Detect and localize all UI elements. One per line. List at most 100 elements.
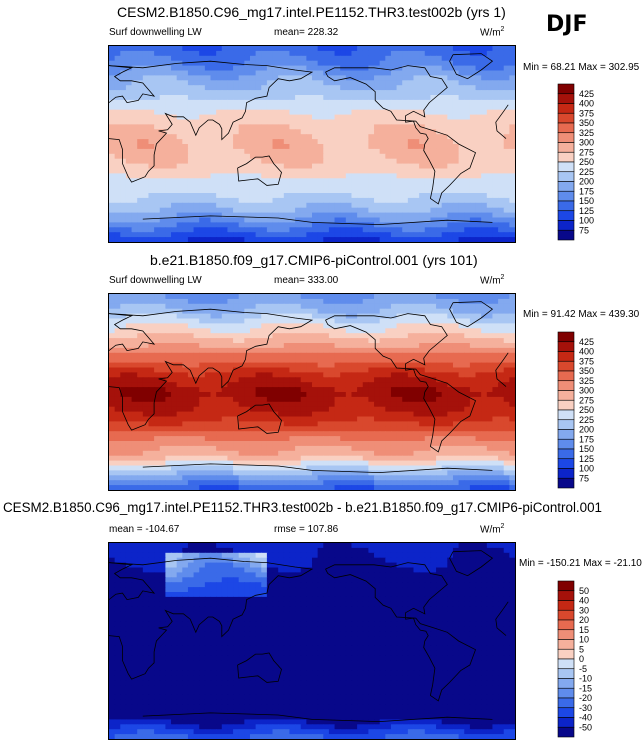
map-cell	[306, 387, 313, 393]
map-cell	[300, 183, 307, 189]
map-cell	[469, 222, 477, 228]
map-cell	[458, 387, 465, 393]
map-cell	[295, 237, 302, 242]
map-cell	[216, 202, 223, 209]
map-cell	[317, 217, 324, 223]
map-cell	[306, 308, 313, 315]
map-cell	[379, 333, 386, 339]
map-cell	[137, 222, 144, 228]
map-cell	[441, 119, 448, 125]
map-cell	[458, 90, 465, 96]
map-cell	[295, 129, 302, 135]
map-cell	[498, 426, 505, 432]
map-cell	[187, 372, 195, 378]
map-cell	[374, 406, 381, 413]
map-cell	[137, 372, 144, 378]
map-cell	[452, 367, 460, 373]
map-cell	[283, 99, 291, 106]
map-cell	[221, 114, 229, 121]
map-cell	[199, 144, 206, 150]
map-cell	[345, 352, 353, 359]
colorbar-box	[557, 132, 575, 143]
map-cell	[351, 313, 358, 320]
map-cell	[458, 70, 465, 76]
map-cell	[328, 232, 336, 238]
map-cell	[233, 55, 240, 62]
map-cell	[481, 109, 488, 116]
map-cell	[323, 139, 330, 145]
map-cell	[210, 75, 217, 81]
map-cell	[249, 50, 257, 57]
map-cell	[227, 294, 234, 300]
map-cell	[464, 323, 471, 329]
map-cell	[278, 168, 285, 174]
map-cell	[452, 104, 460, 111]
map-cell	[509, 294, 515, 300]
map-cell	[379, 406, 386, 413]
map-cell	[407, 416, 415, 422]
map-cell	[295, 421, 302, 427]
map-cell	[475, 65, 482, 72]
map-cell	[154, 188, 161, 194]
map-cell	[154, 318, 161, 324]
map-cell	[379, 80, 386, 86]
map-cell	[159, 65, 166, 72]
map-cell	[159, 217, 166, 223]
map-cell	[351, 153, 358, 160]
map-cell	[244, 168, 251, 174]
map-cell	[193, 352, 200, 359]
map-cell	[289, 193, 296, 199]
map-cell	[261, 347, 268, 354]
map-cell	[374, 202, 381, 209]
map-cell	[357, 193, 364, 199]
map-cell	[159, 343, 166, 349]
map-cell	[486, 65, 494, 72]
map-cell	[148, 139, 155, 145]
map-cell	[210, 90, 217, 96]
map-cell	[255, 75, 262, 81]
map-cell	[159, 338, 166, 344]
map-cell	[238, 377, 245, 383]
map-cell	[176, 173, 183, 179]
map-cell	[368, 80, 375, 86]
map-cell	[131, 237, 138, 242]
map-cell	[374, 421, 381, 427]
map-cell	[227, 168, 234, 174]
map-cell	[289, 75, 296, 81]
map-cell	[109, 163, 116, 170]
map-cell	[283, 352, 291, 359]
map-cell	[125, 294, 133, 300]
map-cell	[120, 139, 127, 145]
map-cell	[261, 114, 268, 121]
map-cell	[261, 232, 268, 238]
map-cell	[261, 367, 268, 373]
map-cell	[436, 178, 443, 184]
map-cell	[374, 352, 381, 359]
map-cell	[295, 46, 302, 52]
map-cell	[165, 396, 172, 403]
map-cell	[379, 50, 386, 57]
map-cell	[255, 333, 262, 339]
map-cell	[447, 382, 454, 388]
map-cell	[441, 377, 448, 383]
map-cell	[159, 148, 166, 155]
map-cell	[374, 207, 381, 214]
map-cell	[317, 168, 324, 174]
map-cell	[176, 387, 183, 393]
map-cell	[351, 343, 358, 349]
map-cell	[441, 426, 448, 432]
map-cell	[278, 222, 285, 228]
map-cell	[328, 372, 336, 378]
map-cell	[120, 188, 127, 194]
map-cell	[498, 362, 505, 369]
map-cell	[171, 352, 178, 359]
map-cell	[187, 163, 195, 170]
map-cell	[357, 416, 364, 422]
map-cell	[204, 129, 212, 135]
map-cell	[503, 193, 510, 199]
map-cell	[436, 153, 443, 160]
coastline	[311, 219, 493, 226]
map-cell	[148, 148, 155, 155]
map-cell	[221, 50, 229, 57]
map-cell	[278, 227, 285, 233]
